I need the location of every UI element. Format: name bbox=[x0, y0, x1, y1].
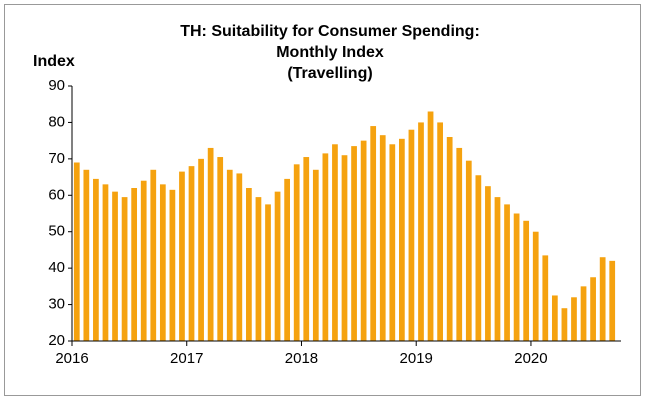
y-tick-label: 40 bbox=[48, 259, 65, 276]
bar bbox=[437, 122, 443, 341]
x-tick-label: 2018 bbox=[285, 350, 318, 367]
bar bbox=[456, 147, 463, 341]
x-tick-label: 2016 bbox=[55, 350, 88, 367]
bar bbox=[551, 295, 558, 341]
bar bbox=[609, 260, 616, 341]
y-tick-label: 90 bbox=[48, 77, 65, 94]
bar bbox=[399, 138, 405, 341]
bar bbox=[389, 144, 396, 341]
bar bbox=[532, 231, 539, 341]
bar bbox=[93, 178, 99, 341]
bar bbox=[102, 184, 109, 341]
bar bbox=[265, 204, 271, 341]
y-tick-label: 80 bbox=[48, 113, 65, 130]
y-tick-label: 60 bbox=[48, 186, 65, 203]
bar bbox=[341, 155, 348, 341]
bar bbox=[561, 308, 568, 341]
chart-title: Monthly Index bbox=[276, 44, 384, 61]
bar bbox=[523, 220, 530, 341]
bar bbox=[590, 277, 596, 341]
bar bbox=[169, 189, 176, 341]
bar bbox=[475, 175, 482, 341]
bar bbox=[73, 162, 80, 341]
bar bbox=[312, 169, 319, 341]
bar bbox=[293, 164, 300, 341]
bar bbox=[360, 140, 367, 341]
bar bbox=[131, 188, 138, 341]
bar bbox=[580, 286, 587, 341]
bar bbox=[83, 169, 90, 341]
y-tick-label: 20 bbox=[48, 332, 65, 349]
y-tick-label: 30 bbox=[48, 296, 65, 313]
bar bbox=[494, 197, 501, 341]
bar bbox=[236, 173, 243, 341]
x-tick-label: 2020 bbox=[514, 350, 547, 367]
bar bbox=[370, 126, 377, 341]
bar bbox=[332, 144, 338, 341]
bar bbox=[465, 160, 472, 341]
bar bbox=[513, 213, 520, 341]
bar bbox=[112, 191, 118, 341]
bar bbox=[217, 157, 224, 341]
bar bbox=[226, 169, 233, 341]
bar bbox=[485, 186, 491, 341]
bar bbox=[150, 169, 157, 341]
chart-title: (Travelling) bbox=[287, 65, 372, 82]
bar bbox=[542, 255, 549, 341]
bar bbox=[179, 171, 185, 341]
chart-title: TH: Suitability for Consumer Spending: bbox=[180, 23, 480, 40]
bar bbox=[140, 180, 147, 341]
y-tick-label: 50 bbox=[48, 223, 65, 240]
bar bbox=[418, 122, 424, 341]
y-tick-label: 70 bbox=[48, 150, 65, 167]
bar bbox=[504, 204, 510, 341]
bar bbox=[351, 146, 357, 341]
bar bbox=[255, 197, 262, 341]
bar bbox=[379, 135, 386, 341]
bar bbox=[322, 153, 329, 341]
bar bbox=[274, 191, 281, 341]
bar bbox=[188, 166, 195, 341]
bar bbox=[284, 178, 290, 341]
bar bbox=[159, 184, 166, 341]
bar bbox=[121, 197, 128, 341]
y-axis-label: Index bbox=[33, 53, 75, 70]
x-tick-label: 2019 bbox=[400, 350, 433, 367]
bar bbox=[207, 147, 214, 341]
bar bbox=[198, 158, 204, 341]
bar bbox=[303, 157, 310, 341]
bar bbox=[408, 129, 415, 341]
x-tick-label: 2017 bbox=[170, 350, 203, 367]
bar bbox=[246, 188, 252, 341]
bar bbox=[427, 111, 434, 341]
bar bbox=[446, 137, 453, 341]
bar bbox=[599, 257, 606, 341]
bar bbox=[571, 297, 577, 341]
